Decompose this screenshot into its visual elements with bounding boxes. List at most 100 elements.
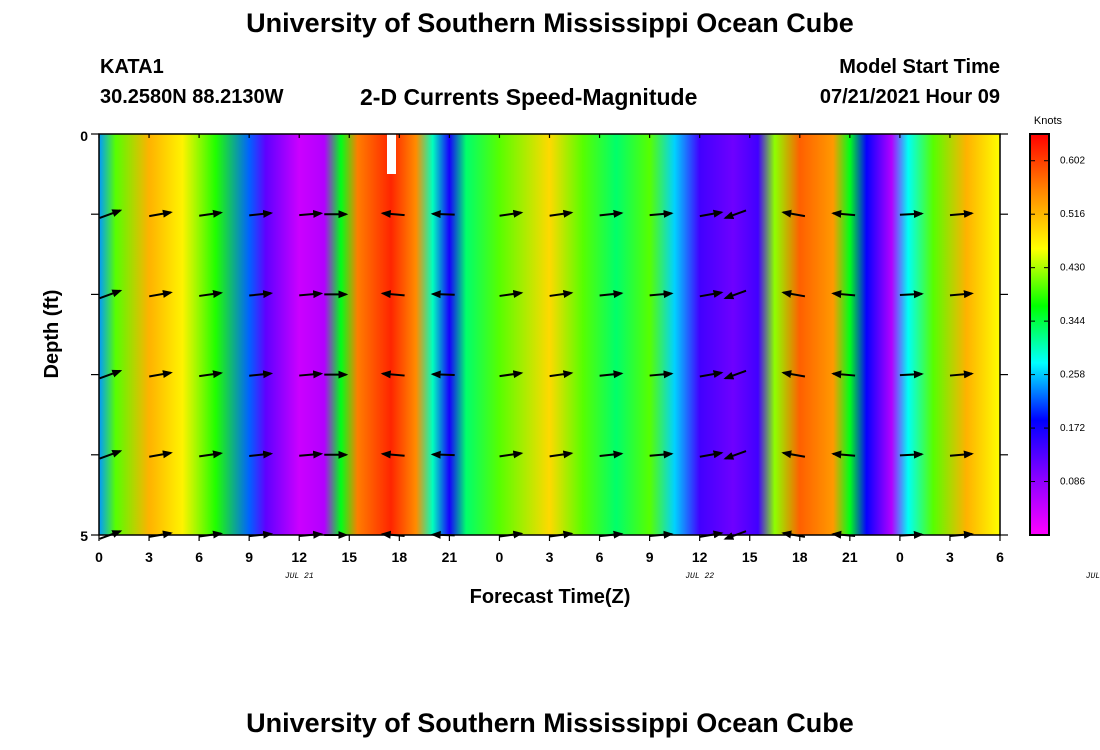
current-vector (781, 450, 806, 459)
current-vector (781, 209, 806, 218)
colorbar-tick-label: 0.516 (1060, 209, 1085, 220)
current-vector (549, 370, 574, 379)
x-tick-label: 3 (145, 549, 153, 565)
current-vector (99, 209, 123, 219)
current-vector (831, 209, 856, 218)
x-tick-label: 6 (596, 549, 604, 565)
current-vector (599, 209, 624, 218)
current-vector (299, 370, 324, 379)
current-vector (299, 450, 324, 459)
current-speed-chart: 0 3 6 9 12 15 18 21 0 3 6 9 12 15 18 21 0 3 6 JUL 21 JUL 22… (41, 115, 1100, 608)
x-tick-label: 0 (95, 549, 103, 565)
current-vector (723, 289, 747, 300)
current-vector (723, 369, 747, 380)
current-vector (549, 209, 574, 218)
speed-field (99, 134, 1000, 535)
current-vector (699, 450, 724, 459)
x-tick-label: 18 (392, 549, 408, 565)
current-vector (299, 209, 324, 218)
current-vector (781, 370, 806, 379)
x-tick-label: 21 (442, 549, 458, 565)
x-tick-label: 0 (896, 549, 904, 565)
date-label: JUL 22 (685, 572, 714, 581)
current-vector (499, 370, 524, 379)
station-coordinates: 30.2580N 88.2130W (100, 86, 284, 108)
current-vector (699, 289, 724, 298)
current-vector (549, 450, 574, 459)
y-axis-label: Depth (ft) (41, 290, 63, 379)
x-tick-label: 18 (792, 549, 808, 565)
colorbar-tick-label: 0.344 (1060, 316, 1085, 327)
y-tick-5: 5 (80, 528, 88, 544)
current-vector (430, 370, 455, 379)
current-vector (380, 209, 405, 218)
current-vector (199, 450, 223, 459)
current-vector (649, 290, 674, 299)
current-vector (430, 450, 455, 459)
colorbar (1029, 133, 1050, 536)
current-vector (249, 209, 274, 218)
current-vector (149, 370, 173, 379)
current-vector (949, 290, 974, 299)
x-tick-label: 12 (291, 549, 307, 565)
colorbar-tick-label: 0.430 (1060, 263, 1085, 274)
missing-data-marker (387, 134, 396, 174)
x-tick-label: 9 (646, 549, 654, 565)
colorbar-tick-labels: 0.602 0.516 0.430 0.344 0.258 0.172 0.086 (1030, 156, 1085, 488)
current-vector (723, 209, 747, 219)
current-vector (499, 290, 524, 298)
station-id: KATA1 (100, 56, 164, 78)
current-vector (199, 370, 223, 379)
current-vector (831, 370, 856, 379)
x-tick-label: 21 (842, 549, 858, 565)
current-vector (699, 209, 724, 218)
x-tick-label: 15 (341, 549, 357, 565)
current-vector (299, 290, 324, 299)
current-vector (899, 210, 924, 219)
current-vector (199, 209, 223, 218)
x-tick-label: 3 (946, 549, 954, 565)
current-vector (899, 370, 924, 379)
current-vector (949, 450, 974, 459)
current-vector (380, 370, 405, 379)
current-vector (249, 290, 274, 299)
page-title: University of Southern Mississippi Ocean… (246, 8, 854, 38)
current-vector (649, 209, 674, 218)
current-vector (99, 289, 123, 300)
footer-title: University of Southern Mississippi Ocean… (246, 708, 854, 738)
x-tick-label: 0 (496, 549, 504, 565)
current-vector (149, 209, 173, 218)
current-vector (430, 290, 455, 299)
x-tick-label: 12 (692, 549, 708, 565)
current-vector (649, 450, 674, 459)
current-vector (781, 289, 806, 298)
current-vector (249, 450, 274, 459)
x-tick-label: 15 (742, 549, 758, 565)
x-tick-label: 3 (546, 549, 554, 565)
current-vector (831, 450, 856, 459)
current-vector (599, 370, 624, 379)
date-labels: JUL 21 JUL 22 JUL 23 (285, 572, 1100, 581)
colorbar-tick-label: 0.172 (1060, 423, 1085, 434)
current-vector (499, 450, 524, 459)
current-vector (949, 209, 974, 218)
current-vector (149, 289, 173, 298)
colorbar-tick-label: 0.258 (1060, 370, 1085, 381)
y-tick-0: 0 (80, 128, 88, 144)
current-vector (899, 450, 924, 459)
current-vector (99, 369, 123, 380)
date-label: JUL 23 (1086, 572, 1100, 581)
current-vector (380, 450, 405, 459)
current-vector (499, 209, 524, 218)
current-vector (949, 370, 974, 379)
current-vector (99, 450, 123, 460)
x-tick-label: 6 (996, 549, 1004, 565)
colorbar-unit-label: Knots (1034, 115, 1063, 127)
current-vector (699, 370, 724, 379)
current-vector (831, 290, 856, 299)
model-start-time: 07/21/2021 Hour 09 (819, 86, 1000, 108)
current-vector (649, 370, 674, 379)
current-vector (249, 370, 274, 379)
x-axis-label: Forecast Time(Z) (470, 586, 631, 608)
current-vector (380, 290, 405, 299)
